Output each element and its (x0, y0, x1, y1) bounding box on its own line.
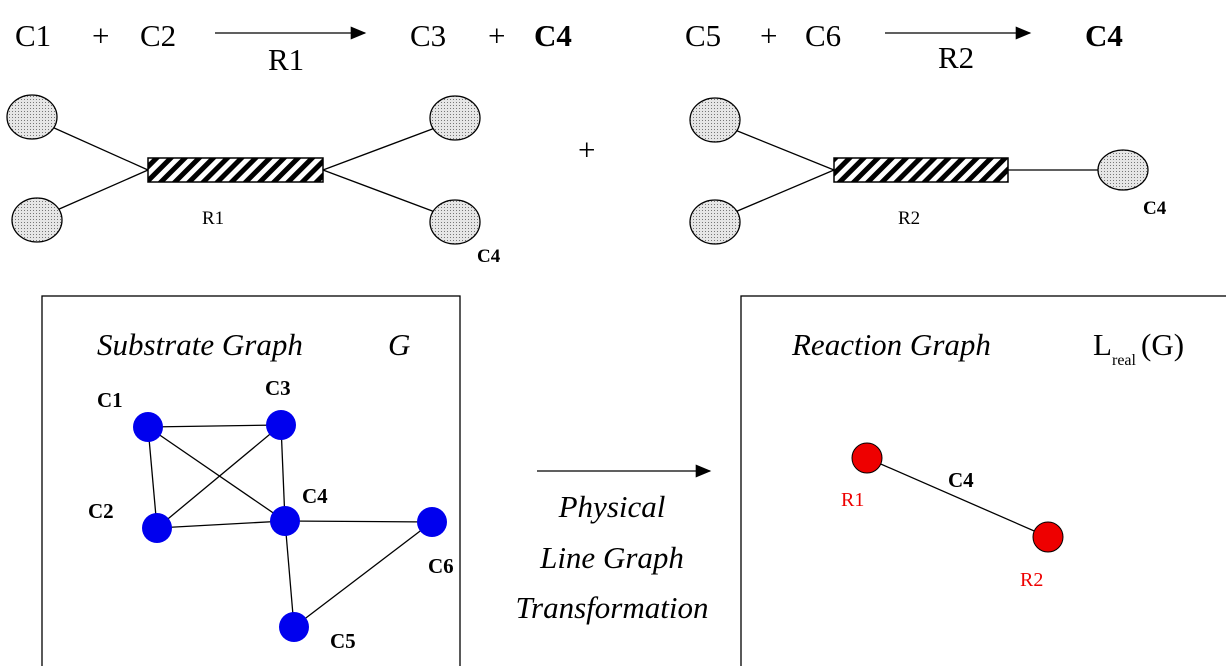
edge (322, 127, 436, 171)
compound (429, 95, 481, 141)
graph-subscript: real (1112, 352, 1137, 369)
graph-argument: (G) (1141, 327, 1184, 362)
product: C4 (1085, 18, 1123, 53)
arrow-label: R2 (938, 40, 974, 75)
compound (11, 197, 63, 243)
panel (740, 295, 1226, 666)
reaction-bar (147, 157, 324, 183)
node-label: R1 (841, 489, 864, 511)
reaction-graph: Reaction Graph L real (G) R1 R2 C4 (740, 295, 1226, 666)
edge (51, 126, 149, 171)
node-label: C5 (330, 629, 356, 653)
plus: + (578, 132, 595, 167)
node (851, 442, 883, 474)
product: C4 (534, 18, 572, 53)
plus: + (92, 18, 109, 53)
node (417, 507, 447, 537)
hypergraph-1: R1 C4 (6, 94, 501, 267)
product-label: C4 (477, 246, 501, 267)
node-label: R2 (1020, 569, 1043, 591)
plus: + (488, 18, 505, 53)
panel-title: Substrate Graph (97, 327, 303, 362)
edges (147, 424, 433, 628)
edge (280, 424, 286, 522)
node-label: C1 (97, 388, 123, 412)
node (279, 612, 309, 642)
reactant: C2 (140, 18, 176, 53)
caption-line: Physical (558, 489, 666, 524)
node-label: C2 (88, 499, 114, 523)
graph-symbol: G (388, 327, 410, 362)
edge (156, 520, 286, 529)
caption-line: Transformation (516, 590, 709, 625)
edge (156, 424, 282, 529)
panel-title: Reaction Graph (791, 327, 991, 362)
reaction-2: C5 + C6 R2 C4 (685, 18, 1123, 75)
node (1032, 521, 1064, 553)
node-label: C4 (302, 484, 328, 508)
arrow-label: R1 (268, 42, 304, 77)
caption-line: Line Graph (539, 540, 684, 575)
compound (6, 94, 58, 140)
reaction-label: R2 (898, 208, 920, 229)
product: C3 (410, 18, 446, 53)
transformation: Physical Line Graph Transformation (516, 464, 712, 625)
edge (147, 426, 158, 529)
panel (41, 295, 461, 666)
node-label: C6 (428, 554, 454, 578)
substrate-graph: Substrate Graph G C1 C2 C3 C4 C5 C6 (41, 295, 461, 666)
node (266, 410, 296, 440)
edge (734, 169, 835, 213)
reaction-1: C1 + C2 R1 C3 + C4 (15, 18, 572, 77)
reaction-bar (833, 157, 1009, 183)
edge (284, 520, 295, 628)
reactant: C6 (805, 18, 841, 53)
edge (56, 169, 149, 211)
reactant: C1 (15, 18, 51, 53)
edge (322, 169, 436, 213)
node (133, 412, 163, 442)
reactant: C5 (685, 18, 721, 53)
graph-symbol: L (1093, 327, 1112, 362)
edge-label: C4 (948, 468, 974, 492)
node-label: C3 (265, 376, 291, 400)
hypergraph-2: R2 C4 (689, 97, 1167, 245)
reaction-label: R1 (202, 208, 224, 229)
plus: + (760, 18, 777, 53)
node (142, 513, 172, 543)
node (270, 506, 300, 536)
product-label: C4 (1143, 198, 1167, 219)
edge (147, 424, 282, 428)
compound (429, 199, 481, 245)
compound (689, 199, 741, 245)
edge (147, 426, 286, 522)
compound (1097, 149, 1149, 191)
edge (734, 129, 835, 171)
edge (293, 521, 433, 628)
edge (866, 457, 1049, 538)
edge (284, 520, 433, 523)
compound (689, 97, 741, 143)
